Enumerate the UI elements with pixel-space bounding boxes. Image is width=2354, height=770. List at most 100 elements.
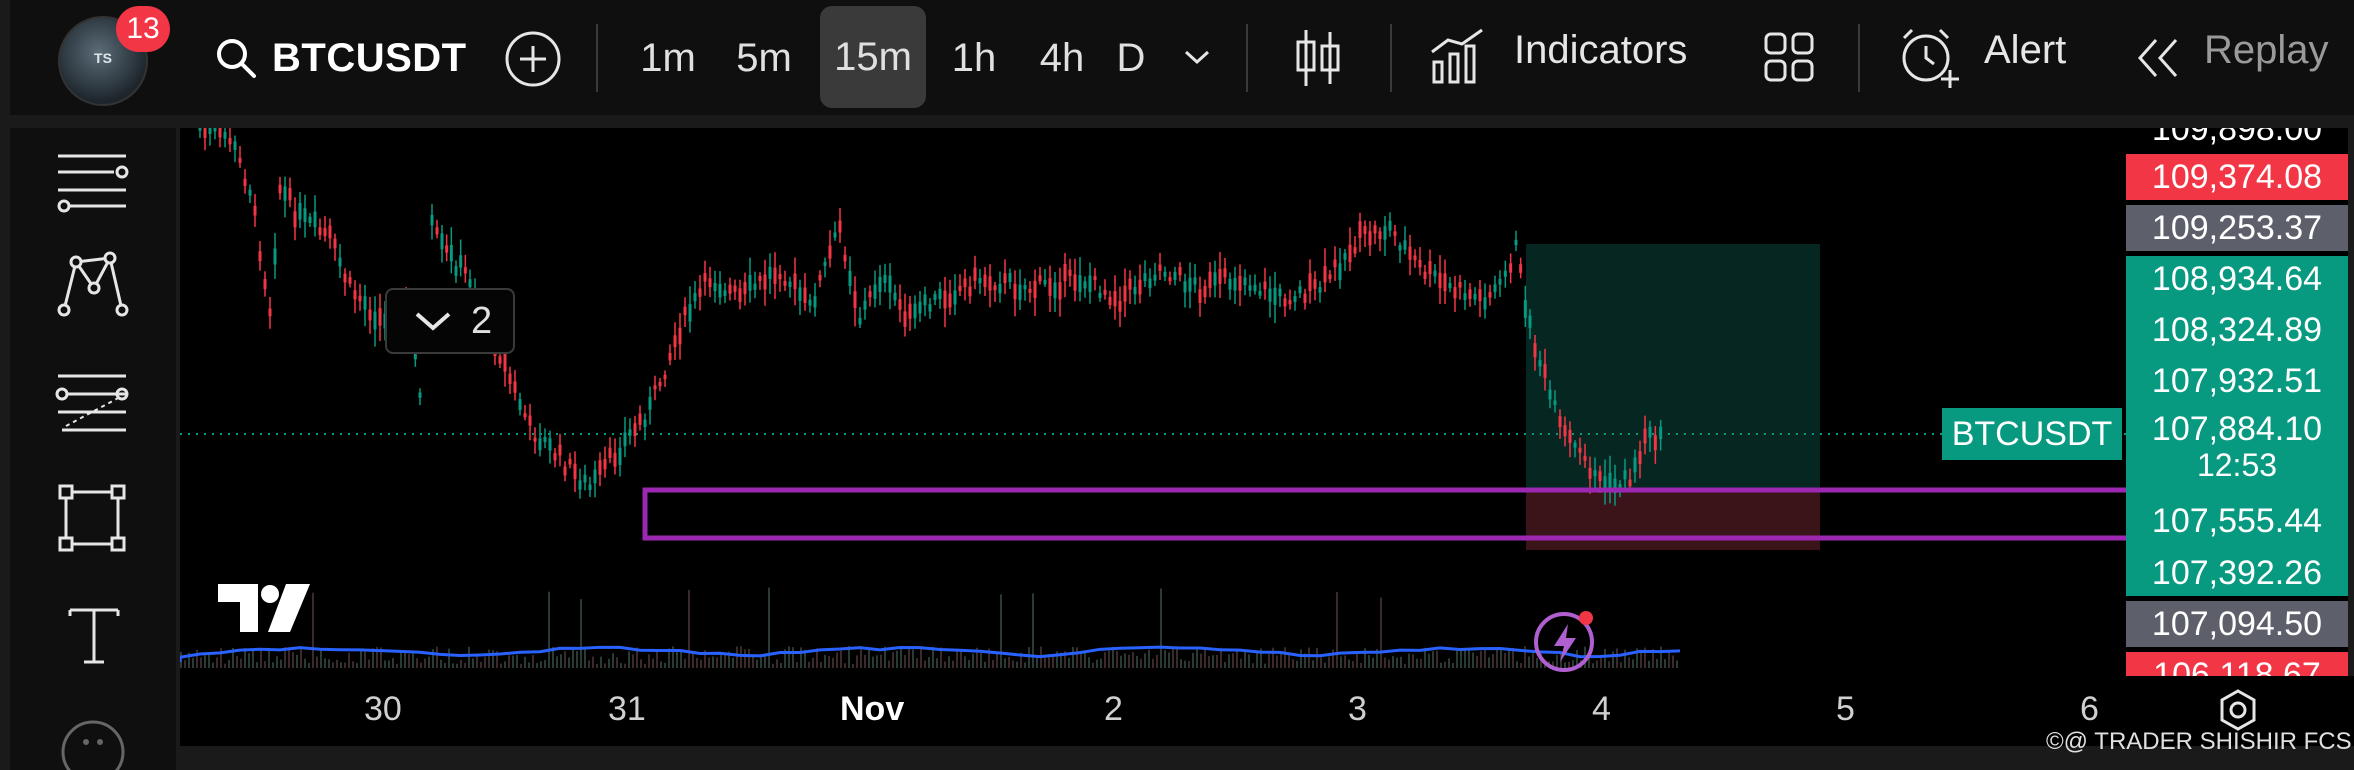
volume-bar bbox=[680, 650, 682, 668]
candle-body bbox=[1533, 343, 1537, 358]
timeframe-15m[interactable]: 15m bbox=[820, 6, 926, 108]
candles-icon[interactable] bbox=[1292, 26, 1344, 90]
volume-bar bbox=[948, 656, 950, 668]
volume-bar bbox=[1508, 648, 1510, 668]
indicator-legend-toggle[interactable]: 2 bbox=[385, 288, 515, 354]
volume-bar bbox=[512, 655, 514, 668]
candle-body bbox=[1033, 280, 1037, 299]
volume-bar bbox=[1648, 660, 1650, 668]
candle-body bbox=[833, 232, 837, 238]
volume-bar bbox=[556, 656, 558, 668]
volume-bar bbox=[1104, 652, 1106, 668]
price-label: 108,934.64 bbox=[2151, 260, 2323, 298]
text-tool-icon[interactable] bbox=[66, 604, 122, 668]
more-tools-icon[interactable] bbox=[58, 710, 128, 770]
volume-bar bbox=[1204, 647, 1206, 668]
replay-rewind-icon[interactable] bbox=[2134, 36, 2184, 80]
volume-bar bbox=[1344, 655, 1346, 668]
indicators-icon[interactable] bbox=[1428, 26, 1488, 86]
candle-body bbox=[323, 227, 327, 237]
compare-add-icon[interactable] bbox=[504, 30, 562, 88]
candle-body bbox=[498, 356, 502, 364]
volume-bar bbox=[856, 655, 858, 668]
candle-body bbox=[1598, 471, 1602, 482]
candle-body bbox=[858, 317, 862, 325]
candle-body bbox=[628, 429, 632, 436]
timeframe-5m[interactable]: 5m bbox=[736, 36, 792, 80]
candle-body bbox=[1208, 271, 1212, 288]
candle-body bbox=[753, 283, 757, 290]
volume-bar bbox=[416, 658, 418, 668]
timeframe-1m[interactable]: 1m bbox=[640, 36, 696, 80]
volume-bar bbox=[1404, 663, 1406, 668]
volume-bar bbox=[596, 663, 598, 668]
cursor-lines-icon[interactable] bbox=[52, 148, 132, 218]
fib-retracement-icon[interactable] bbox=[52, 368, 132, 438]
volume-bar bbox=[220, 648, 222, 668]
candle-body bbox=[548, 438, 552, 451]
volume-bar bbox=[1596, 660, 1598, 668]
candle-body bbox=[468, 279, 472, 288]
volume-bar bbox=[1440, 662, 1442, 668]
candle-body bbox=[773, 267, 777, 284]
candle-body bbox=[1328, 274, 1332, 280]
volume-bar bbox=[708, 657, 710, 668]
time-axis[interactable]: 30 31 Nov 2 3 4 5 6 bbox=[180, 676, 2354, 746]
indicators-label[interactable]: Indicators bbox=[1514, 28, 1688, 72]
layouts-grid-icon[interactable] bbox=[1762, 30, 1816, 84]
alert-label[interactable]: Alert bbox=[1984, 28, 2067, 72]
candle-body bbox=[1298, 286, 1302, 294]
volume-bar bbox=[1016, 661, 1018, 668]
pattern-tool-icon[interactable] bbox=[54, 248, 130, 320]
candle-body bbox=[308, 216, 312, 223]
volume-bar bbox=[252, 648, 254, 668]
candle-body bbox=[1338, 263, 1342, 281]
chevron-down-icon[interactable] bbox=[1180, 44, 1214, 70]
volume-bar bbox=[988, 648, 990, 668]
price-label: 107,094.50 bbox=[2126, 601, 2348, 647]
volume-bar bbox=[760, 656, 762, 668]
volume-bar bbox=[1140, 658, 1142, 668]
volume-bar bbox=[652, 658, 654, 668]
symbol-search[interactable]: BTCUSDT bbox=[214, 30, 467, 86]
volume-bar bbox=[1348, 659, 1350, 668]
volume-bar bbox=[604, 663, 606, 668]
alarm-clock-icon[interactable] bbox=[1898, 26, 1962, 90]
rectangle-tool-icon[interactable] bbox=[56, 482, 128, 554]
volume-bar bbox=[804, 649, 806, 668]
settings-gear-icon[interactable] bbox=[2216, 688, 2260, 732]
candle-body bbox=[703, 273, 707, 282]
volume-bar bbox=[1068, 657, 1070, 668]
timeframe-4h[interactable]: 4h bbox=[1039, 36, 1085, 80]
volume-bar bbox=[396, 663, 398, 668]
candle-body bbox=[543, 437, 547, 443]
volume-bar bbox=[1128, 654, 1130, 668]
candle-body bbox=[1368, 231, 1372, 246]
volume-bar bbox=[812, 657, 814, 668]
replay-label[interactable]: Replay bbox=[2204, 28, 2329, 72]
volume-bar bbox=[636, 647, 638, 668]
lightning-icon[interactable] bbox=[1530, 604, 1600, 674]
volume-bar bbox=[480, 661, 482, 668]
volume-bar bbox=[460, 660, 462, 668]
candle-body bbox=[748, 275, 752, 291]
candle-body bbox=[303, 208, 307, 222]
volume-bar bbox=[1412, 654, 1414, 668]
volume-bar bbox=[248, 653, 250, 668]
volume-bar bbox=[1568, 661, 1570, 668]
volume-bar bbox=[352, 661, 354, 668]
price-scale[interactable]: 109,898.00 109,374.08 109,253.37 108,934… bbox=[2126, 128, 2348, 676]
volume-bar bbox=[1388, 659, 1390, 668]
candle-body bbox=[293, 211, 297, 228]
price-chart[interactable] bbox=[178, 101, 2204, 676]
candle-body bbox=[648, 396, 652, 410]
tradingview-logo bbox=[218, 584, 310, 632]
candle-body bbox=[1313, 279, 1317, 289]
timeframe-d[interactable]: D bbox=[1116, 36, 1146, 80]
timeframe-1h[interactable]: 1h bbox=[951, 36, 997, 80]
volume-bar bbox=[584, 646, 586, 668]
volume-bar bbox=[1624, 649, 1626, 668]
volume-bar bbox=[1524, 646, 1526, 668]
chart-pane[interactable]: 2 BTCUSDT bbox=[178, 101, 2204, 676]
candle-body bbox=[288, 188, 292, 201]
